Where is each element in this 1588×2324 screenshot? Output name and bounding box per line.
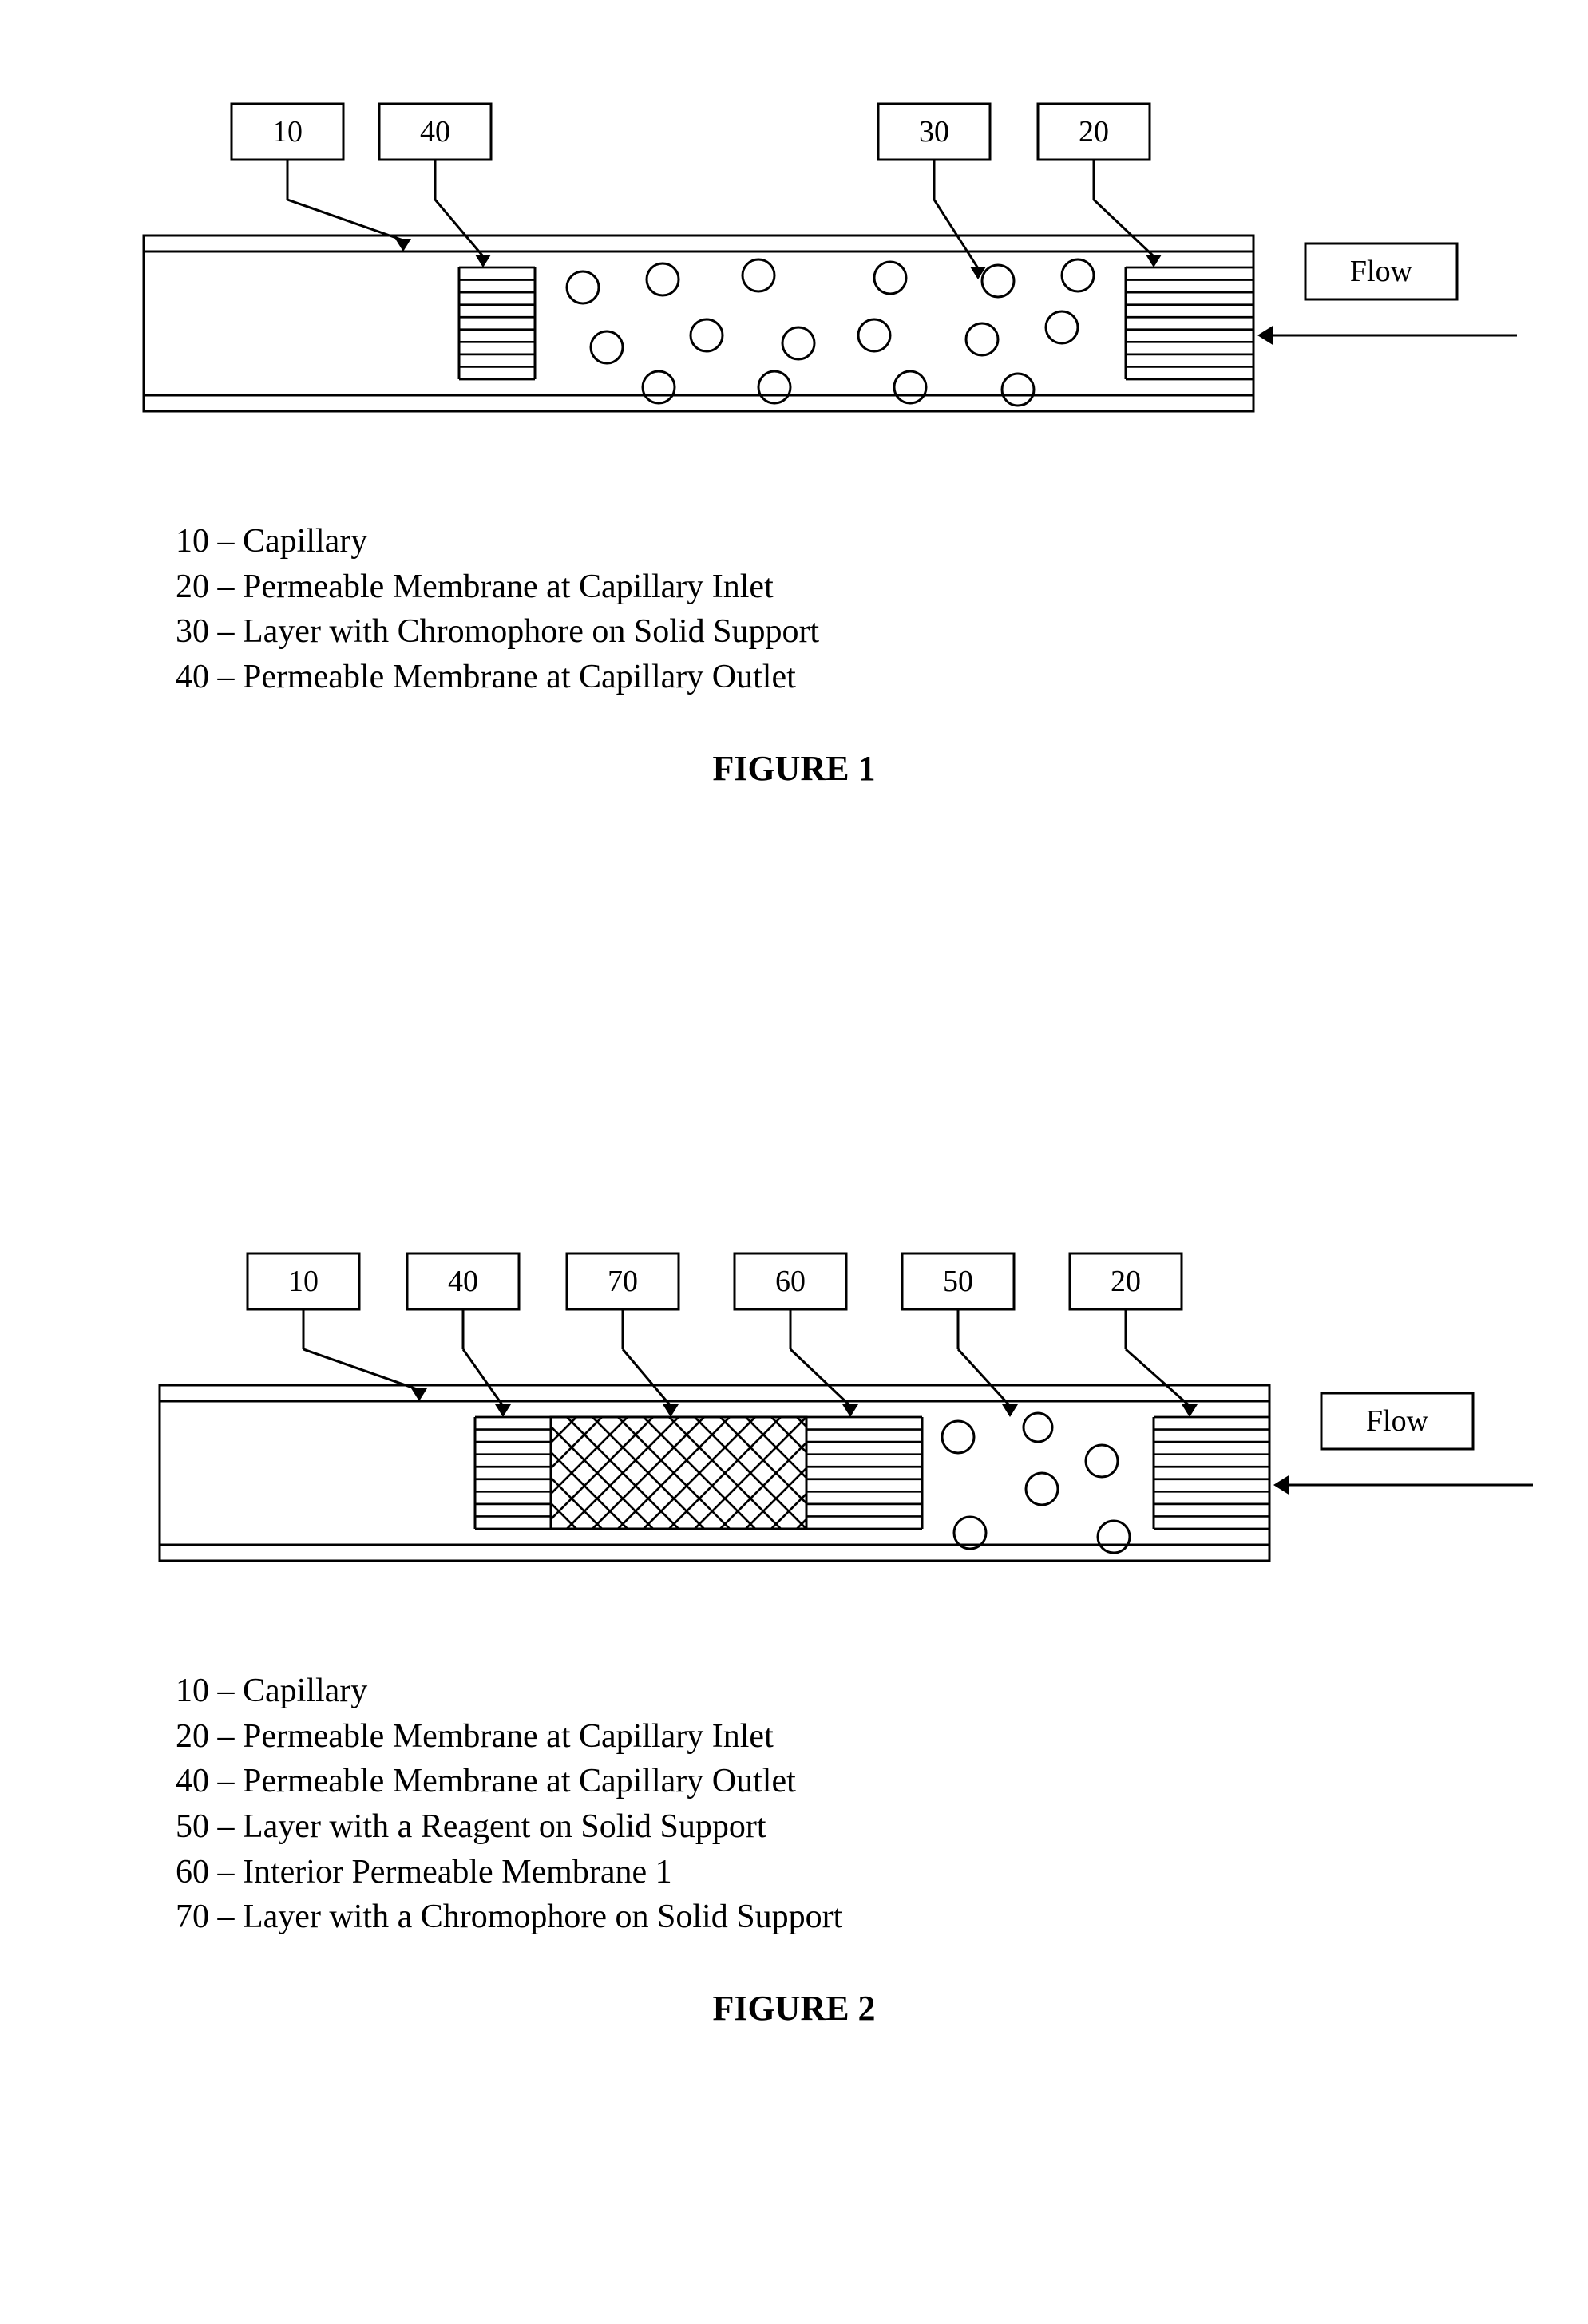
legend-line: 40 – Permeable Membrane at Capillary Out…: [176, 1759, 1588, 1804]
svg-text:10: 10: [272, 115, 303, 148]
figure-1: Flow 10 40 30 20 10 – Capillary20 – Permeabl…: [0, 72, 1588, 789]
figure-1-caption: FIGURE 1: [0, 748, 1588, 789]
figure-2-caption: FIGURE 2: [0, 1988, 1588, 2029]
legend-line: 10 – Capillary: [176, 519, 1588, 564]
svg-text:40: 40: [448, 1265, 478, 1298]
legend-line: 70 – Layer with a Chromophore on Solid S…: [176, 1894, 1588, 1940]
svg-text:50: 50: [943, 1265, 973, 1298]
figure-2-legend: 10 – Capillary20 – Permeable Membrane at…: [0, 1669, 1588, 1940]
figure-1-legend: 10 – Capillary20 – Permeable Membrane at…: [0, 519, 1588, 700]
svg-text:20: 20: [1079, 115, 1109, 148]
legend-line: 40 – Permeable Membrane at Capillary Out…: [176, 655, 1588, 700]
svg-text:Flow: Flow: [1350, 255, 1413, 288]
figure-1-diagram: Flow 10 40 30 20: [0, 72, 1588, 519]
figure-2: Flow 10 40 70 60 50 20 10 – Capillary20 – Perm…: [0, 1221, 1588, 2029]
page: Flow10403020 10 – Capillary20 – Permeabl…: [0, 0, 1588, 2324]
svg-text:30: 30: [919, 115, 949, 148]
legend-line: 30 – Layer with Chromophore on Solid Sup…: [176, 609, 1588, 655]
svg-text:20: 20: [1111, 1265, 1141, 1298]
legend-line: 20 – Permeable Membrane at Capillary Inl…: [176, 564, 1588, 610]
svg-text:40: 40: [420, 115, 450, 148]
svg-text:70: 70: [608, 1265, 638, 1298]
legend-line: 50 – Layer with a Reagent on Solid Suppo…: [176, 1804, 1588, 1850]
svg-text:10: 10: [288, 1265, 319, 1298]
figure-2-diagram: Flow 10 40 70 60 50 20: [0, 1221, 1588, 1669]
legend-line: 20 – Permeable Membrane at Capillary Inl…: [176, 1714, 1588, 1760]
legend-line: 60 – Interior Permeable Membrane 1: [176, 1850, 1588, 1895]
svg-text:Flow: Flow: [1366, 1404, 1429, 1438]
svg-text:60: 60: [775, 1265, 806, 1298]
legend-line: 10 – Capillary: [176, 1669, 1588, 1714]
